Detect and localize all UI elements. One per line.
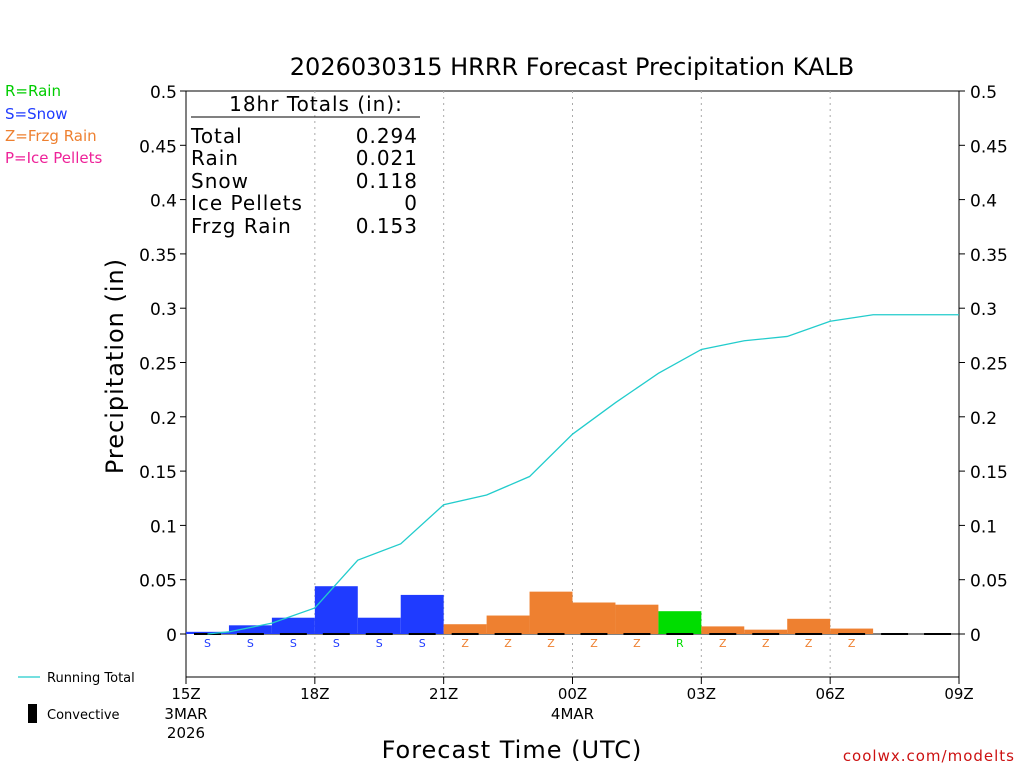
type-label-hour-1: S [204,637,211,650]
type-label-hour-13: Z [719,637,727,650]
totals-box: 18hr Totals (in): Total 0.294 Rain 0.021… [190,92,420,238]
legend-frzg-rain: Z=Frzg Rain [5,127,97,145]
precip-bar-hour-2 [228,625,272,634]
y-axis-ticks: 0.5 0.5 0.45 0.45 0.4 0.4 0.35 0.35 0.3 0.3 0.25 0.… [139,83,1008,646]
precip-bar-hour-7 [443,624,487,634]
y-tick-label-right-0.35: 0.35 [970,246,1008,266]
y-tick-label-left-0.05: 0.05 [139,572,177,592]
type-label-hour-6: S [419,637,426,650]
type-label-hour-11: Z [633,637,641,650]
y-tick-label-left-0.5: 0.5 [150,83,177,103]
precip-bar-hour-5 [357,617,401,634]
type-label-hour-3: S [290,637,297,650]
y-tick-label-right-0.4: 0.4 [970,192,997,212]
y-tick-label-left-0.15: 0.15 [139,463,177,483]
x-tick-label-00Z: 00Z [558,685,587,703]
legend-snow: S=Snow [5,105,68,123]
totals-label-total: Total [190,124,243,148]
legend-running-total: Running Total [47,671,135,686]
y-tick-label-right-0.05: 0.05 [970,572,1008,592]
y-tick-label-right-0.3: 0.3 [970,300,997,320]
y-axis-label: Precipitation (in) [101,258,129,474]
precip-bar-hour-10 [572,602,616,634]
precip-bar-hour-8 [486,615,530,634]
type-label-hour-16: Z [848,637,856,650]
x-tick-label-09Z: 09Z [944,685,973,703]
x-tick-label-21Z: 21Z [429,685,458,703]
totals-heading: 18hr Totals (in): [229,92,403,116]
totals-label-frzg-rain: Frzg Rain [191,214,292,238]
y-tick-label-left-0.45: 0.45 [139,137,177,157]
totals-value-ice-pellets: 0 [404,191,418,215]
convective-legend-swatch [28,704,37,723]
legend-convective: Convective [47,708,120,723]
credit-text: coolwx.com/modelts [843,747,1015,765]
y-tick-label-right-0.15: 0.15 [970,463,1008,483]
x-tick-label-18Z: 18Z [300,685,329,703]
type-label-hour-14: Z [762,637,770,650]
legend-ice-pellets: P=Ice Pellets [5,149,102,167]
bars-group [186,586,874,634]
precip-bar-hour-1 [186,631,229,634]
type-label-hour-9: Z [547,637,555,650]
totals-value-frzg-rain: 0.153 [356,214,418,238]
y-tick-label-left-0.4: 0.4 [150,192,177,212]
x-tick-sublabel-4MAR: 4MAR [551,705,594,723]
type-label-hour-2: S [247,637,254,650]
precip-bar-hour-12 [658,611,702,634]
precip-bar-hour-11 [615,604,659,634]
type-label-hour-4: S [333,637,340,650]
y-tick-label-left-0: 0 [166,626,177,646]
x-tick-label-15Z: 15Z [171,685,200,703]
running-total-group [207,314,959,635]
precip-bar-hour-6 [400,594,444,634]
y-tick-label-right-0.2: 0.2 [970,409,997,429]
totals-label-snow: Snow [191,169,249,193]
totals-label-ice-pellets: Ice Pellets [191,191,303,215]
x-tick-label-06Z: 06Z [815,685,844,703]
totals-value-rain: 0.021 [356,146,418,170]
precip-bar-hour-3 [271,617,315,634]
type-label-hour-10: Z [590,637,598,650]
precip-bar-hour-4 [314,586,358,634]
y-tick-label-left-0.1: 0.1 [150,517,177,537]
x-axis-label: Forecast Time (UTC) [382,736,643,764]
precip-bar-hour-9 [529,591,573,634]
y-tick-label-right-0.5: 0.5 [970,83,997,103]
y-tick-label-left-0.25: 0.25 [139,355,177,375]
totals-value-snow: 0.118 [356,169,418,193]
grid-lines [314,91,831,677]
type-label-hour-5: S [376,637,383,650]
y-tick-label-right-0.45: 0.45 [970,137,1008,157]
x-tick-sublabel-2026: 2026 [167,724,205,742]
totals-value-total: 0.294 [356,124,418,148]
precip-bar-hour-15 [787,618,831,634]
y-tick-label-right-0.25: 0.25 [970,355,1008,375]
y-tick-label-right-0: 0 [970,626,981,646]
y-tick-label-left-0.35: 0.35 [139,246,177,266]
y-tick-label-left-0.3: 0.3 [150,300,177,320]
precip-bar-hour-16 [830,628,874,634]
type-label-hour-7: Z [461,637,469,650]
chart-title: 2026030315 HRRR Forecast Precipitation K… [290,53,854,81]
running-total-line [207,314,959,635]
legend-rain: R=Rain [5,82,61,100]
x-tick-sublabel-3MAR: 3MAR [164,705,207,723]
type-label-hour-8: Z [504,637,512,650]
precip-bar-hour-14 [744,629,788,634]
precip-bar-hour-13 [701,626,745,634]
type-label-hour-12: R [676,637,684,650]
totals-label-rain: Rain [191,146,239,170]
y-tick-label-right-0.1: 0.1 [970,517,997,537]
x-tick-label-03Z: 03Z [687,685,716,703]
y-tick-label-left-0.2: 0.2 [150,409,177,429]
type-label-hour-15: Z [805,637,813,650]
